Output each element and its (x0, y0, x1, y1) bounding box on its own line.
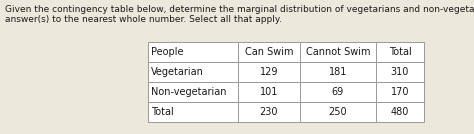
Bar (300, 62, 376, 82)
Bar (376, 82, 424, 102)
Bar (300, 102, 376, 122)
Text: Total: Total (389, 47, 411, 57)
Bar (238, 102, 300, 122)
Text: Non-vegetarian: Non-vegetarian (151, 87, 227, 97)
Text: Given the contingency table below, determine the marginal distribution of vegeta: Given the contingency table below, deter… (5, 5, 474, 14)
Text: 129: 129 (260, 67, 278, 77)
Text: 101: 101 (260, 87, 278, 97)
Bar (148, 42, 238, 62)
Bar (376, 42, 424, 62)
Text: Total: Total (151, 107, 174, 117)
Bar (376, 62, 424, 82)
Bar (300, 82, 376, 102)
Text: 250: 250 (328, 107, 347, 117)
Text: 310: 310 (391, 67, 409, 77)
Text: People: People (151, 47, 183, 57)
Bar (148, 102, 238, 122)
Text: answer(s) to the nearest whole number. Select all that apply.: answer(s) to the nearest whole number. S… (5, 15, 282, 24)
Text: 230: 230 (260, 107, 278, 117)
Bar (376, 102, 424, 122)
Text: 69: 69 (332, 87, 344, 97)
Bar (148, 62, 238, 82)
Bar (238, 42, 300, 62)
Text: 480: 480 (391, 107, 409, 117)
Text: Can Swim: Can Swim (245, 47, 293, 57)
Bar (148, 82, 238, 102)
Bar (300, 42, 376, 62)
Text: Cannot Swim: Cannot Swim (306, 47, 370, 57)
Text: Vegetarian: Vegetarian (151, 67, 204, 77)
Text: 181: 181 (329, 67, 347, 77)
Bar (238, 62, 300, 82)
Bar (238, 82, 300, 102)
Text: 170: 170 (391, 87, 409, 97)
